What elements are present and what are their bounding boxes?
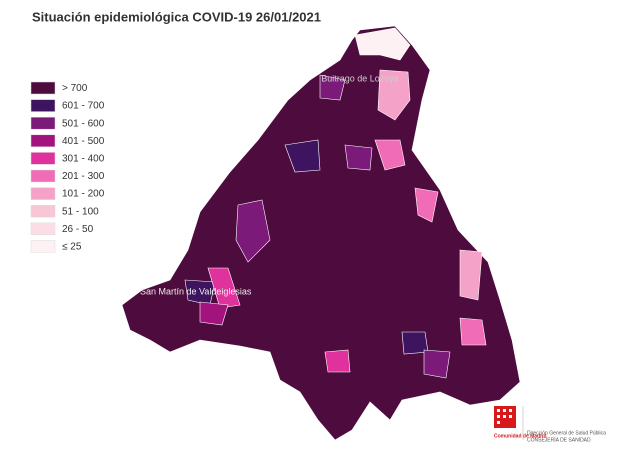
legend-label: 51 - 100 [62, 206, 99, 217]
zone [344, 144, 373, 171]
legend-label: 201 - 300 [62, 171, 105, 182]
legend-swatch [30, 204, 56, 218]
legend-label: > 700 [62, 83, 88, 94]
legend: > 700 601 - 700 501 - 600 401 - 500 301 - 40… [30, 81, 105, 253]
zone [235, 199, 271, 263]
legend-label: 301 - 400 [62, 154, 105, 165]
legend-label: 601 - 700 [62, 101, 105, 112]
ministry: CONSEJERÍA DE SANIDAD [527, 436, 591, 443]
legend-swatch [30, 187, 56, 200]
logo-brand: Comunidad de Madrid [494, 433, 547, 439]
region-map [121, 25, 521, 441]
legend-label: 26 - 50 [62, 224, 94, 235]
zone [414, 187, 439, 223]
legend-swatch [30, 169, 56, 183]
logo: Comunidad de Madrid Dirección General de… [494, 406, 606, 443]
zone [423, 349, 451, 379]
zone [319, 74, 346, 101]
logo-stars [497, 409, 512, 424]
zone [199, 301, 229, 326]
legend-swatch [30, 222, 56, 236]
legend-label: 101 - 200 [62, 189, 105, 200]
zone [459, 317, 487, 346]
legend-swatch [30, 81, 56, 95]
legend-label: ≤ 25 [62, 242, 82, 253]
legend-swatch [30, 116, 56, 130]
zone [324, 349, 351, 373]
zone [374, 139, 406, 171]
legend-label: 401 - 500 [62, 136, 105, 147]
legend-swatch [30, 99, 56, 112]
title: Situación epidemiológica COVID-19 26/01/… [32, 9, 321, 24]
zone [207, 267, 241, 309]
legend-swatch [30, 152, 56, 165]
zone [377, 69, 411, 121]
place-label: San Martín de Valdeiglesias [140, 286, 252, 296]
department: Dirección General de Salud Pública [527, 430, 606, 436]
place-label: Buitrago de Lozoya [321, 73, 399, 83]
legend-swatch [30, 134, 56, 148]
legend-swatch [30, 240, 56, 253]
legend-label: 501 - 600 [62, 118, 105, 129]
zone [354, 27, 411, 61]
zone [284, 139, 321, 173]
zone [459, 249, 483, 301]
